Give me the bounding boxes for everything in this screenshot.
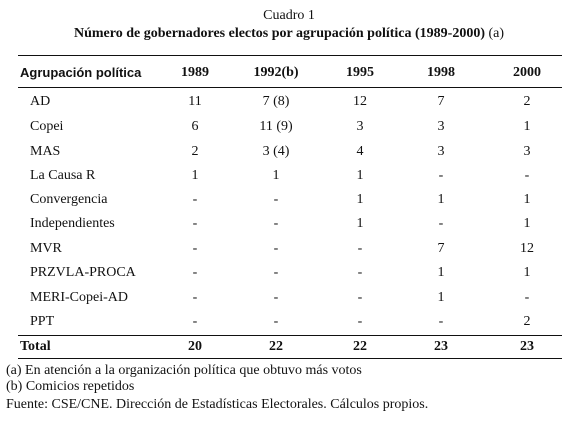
cell: -: [192, 290, 198, 305]
note: (b) Comicios repetidos: [6, 379, 135, 394]
cell: -: [273, 290, 279, 305]
rule: [18, 87, 562, 88]
cell: 12: [520, 241, 534, 256]
rule: [18, 358, 562, 359]
column-header: 1998: [427, 65, 455, 80]
total-cell: 23: [520, 339, 534, 354]
cell: 3: [523, 144, 531, 159]
cell: -: [273, 216, 279, 231]
column-header: 2000: [513, 65, 541, 80]
cell: -: [273, 265, 279, 280]
caption: Cuadro 1: [263, 8, 315, 23]
cell: 4: [356, 144, 364, 159]
title: Número de gobernadores electos por agrup…: [73, 26, 485, 41]
cell: 6: [191, 119, 199, 134]
column-header: 1995: [346, 65, 374, 80]
cell: -: [192, 216, 198, 231]
column-header: Agrupación política: [20, 65, 142, 80]
cell: -: [438, 314, 444, 329]
cell: -: [357, 314, 363, 329]
column-header: 1992(b): [253, 65, 299, 80]
row-label: MVR: [30, 241, 62, 256]
total-cell: 23: [434, 339, 448, 354]
cell: 2: [523, 314, 531, 329]
cell: 1: [437, 290, 445, 305]
cell: -: [273, 192, 279, 207]
title-line: Número de gobernadores electos por agrup…: [74, 26, 504, 42]
row-label: La Causa R: [30, 168, 96, 183]
cell: 1: [523, 265, 531, 280]
column-header: 1989: [181, 65, 209, 80]
cell: 3: [356, 119, 364, 134]
cell: -: [524, 290, 530, 305]
cell: 7: [437, 94, 445, 109]
cell: -: [524, 168, 530, 183]
row-label: MAS: [30, 144, 61, 159]
cell: 11: [188, 94, 202, 109]
cell: 1: [356, 216, 364, 231]
cell: 3: [437, 144, 445, 159]
rule: [18, 335, 562, 336]
total-label: Total: [20, 339, 51, 354]
cell: -: [357, 290, 363, 305]
cell: 2: [191, 144, 199, 159]
cell: -: [357, 265, 363, 280]
cell: -: [192, 241, 198, 256]
row-label: Copei: [30, 119, 64, 134]
row-label: AD: [30, 94, 51, 109]
cell: 7 (8): [262, 94, 290, 109]
cell: 1: [523, 119, 531, 134]
cell: 1: [272, 168, 280, 183]
cell: 1: [437, 192, 445, 207]
cell: 7: [437, 241, 445, 256]
cell: 1: [191, 168, 199, 183]
row-label: PPT: [30, 314, 55, 329]
cell: -: [273, 314, 279, 329]
cell: 12: [353, 94, 367, 109]
cell: 3 (4): [262, 144, 290, 159]
rule: [18, 55, 562, 56]
cell: 3: [437, 119, 445, 134]
cell: 2: [523, 94, 531, 109]
row-label: Convergencia: [30, 192, 108, 207]
cell: -: [438, 216, 444, 231]
row-label: MERI-Copei-AD: [30, 290, 128, 305]
cell: -: [192, 314, 198, 329]
note: (a) En atención a la organización políti…: [6, 363, 362, 378]
note: Fuente: CSE/CNE. Dirección de Estadístic…: [6, 397, 429, 412]
cell: 1: [356, 168, 364, 183]
cell: -: [273, 241, 279, 256]
title-note: (a): [488, 26, 505, 41]
cell: 1: [356, 192, 364, 207]
total-cell: 22: [269, 339, 283, 354]
row-label: Independientes: [30, 216, 115, 231]
cell: -: [192, 192, 198, 207]
cell: 11 (9): [259, 119, 293, 134]
total-cell: 20: [188, 339, 202, 354]
cell: 1: [523, 216, 531, 231]
cell: 1: [523, 192, 531, 207]
total-cell: 22: [353, 339, 367, 354]
cell: -: [438, 168, 444, 183]
cell: -: [357, 241, 363, 256]
cell: 1: [437, 265, 445, 280]
row-label: PRZVLA-PROCA: [30, 265, 136, 280]
cell: -: [192, 265, 198, 280]
